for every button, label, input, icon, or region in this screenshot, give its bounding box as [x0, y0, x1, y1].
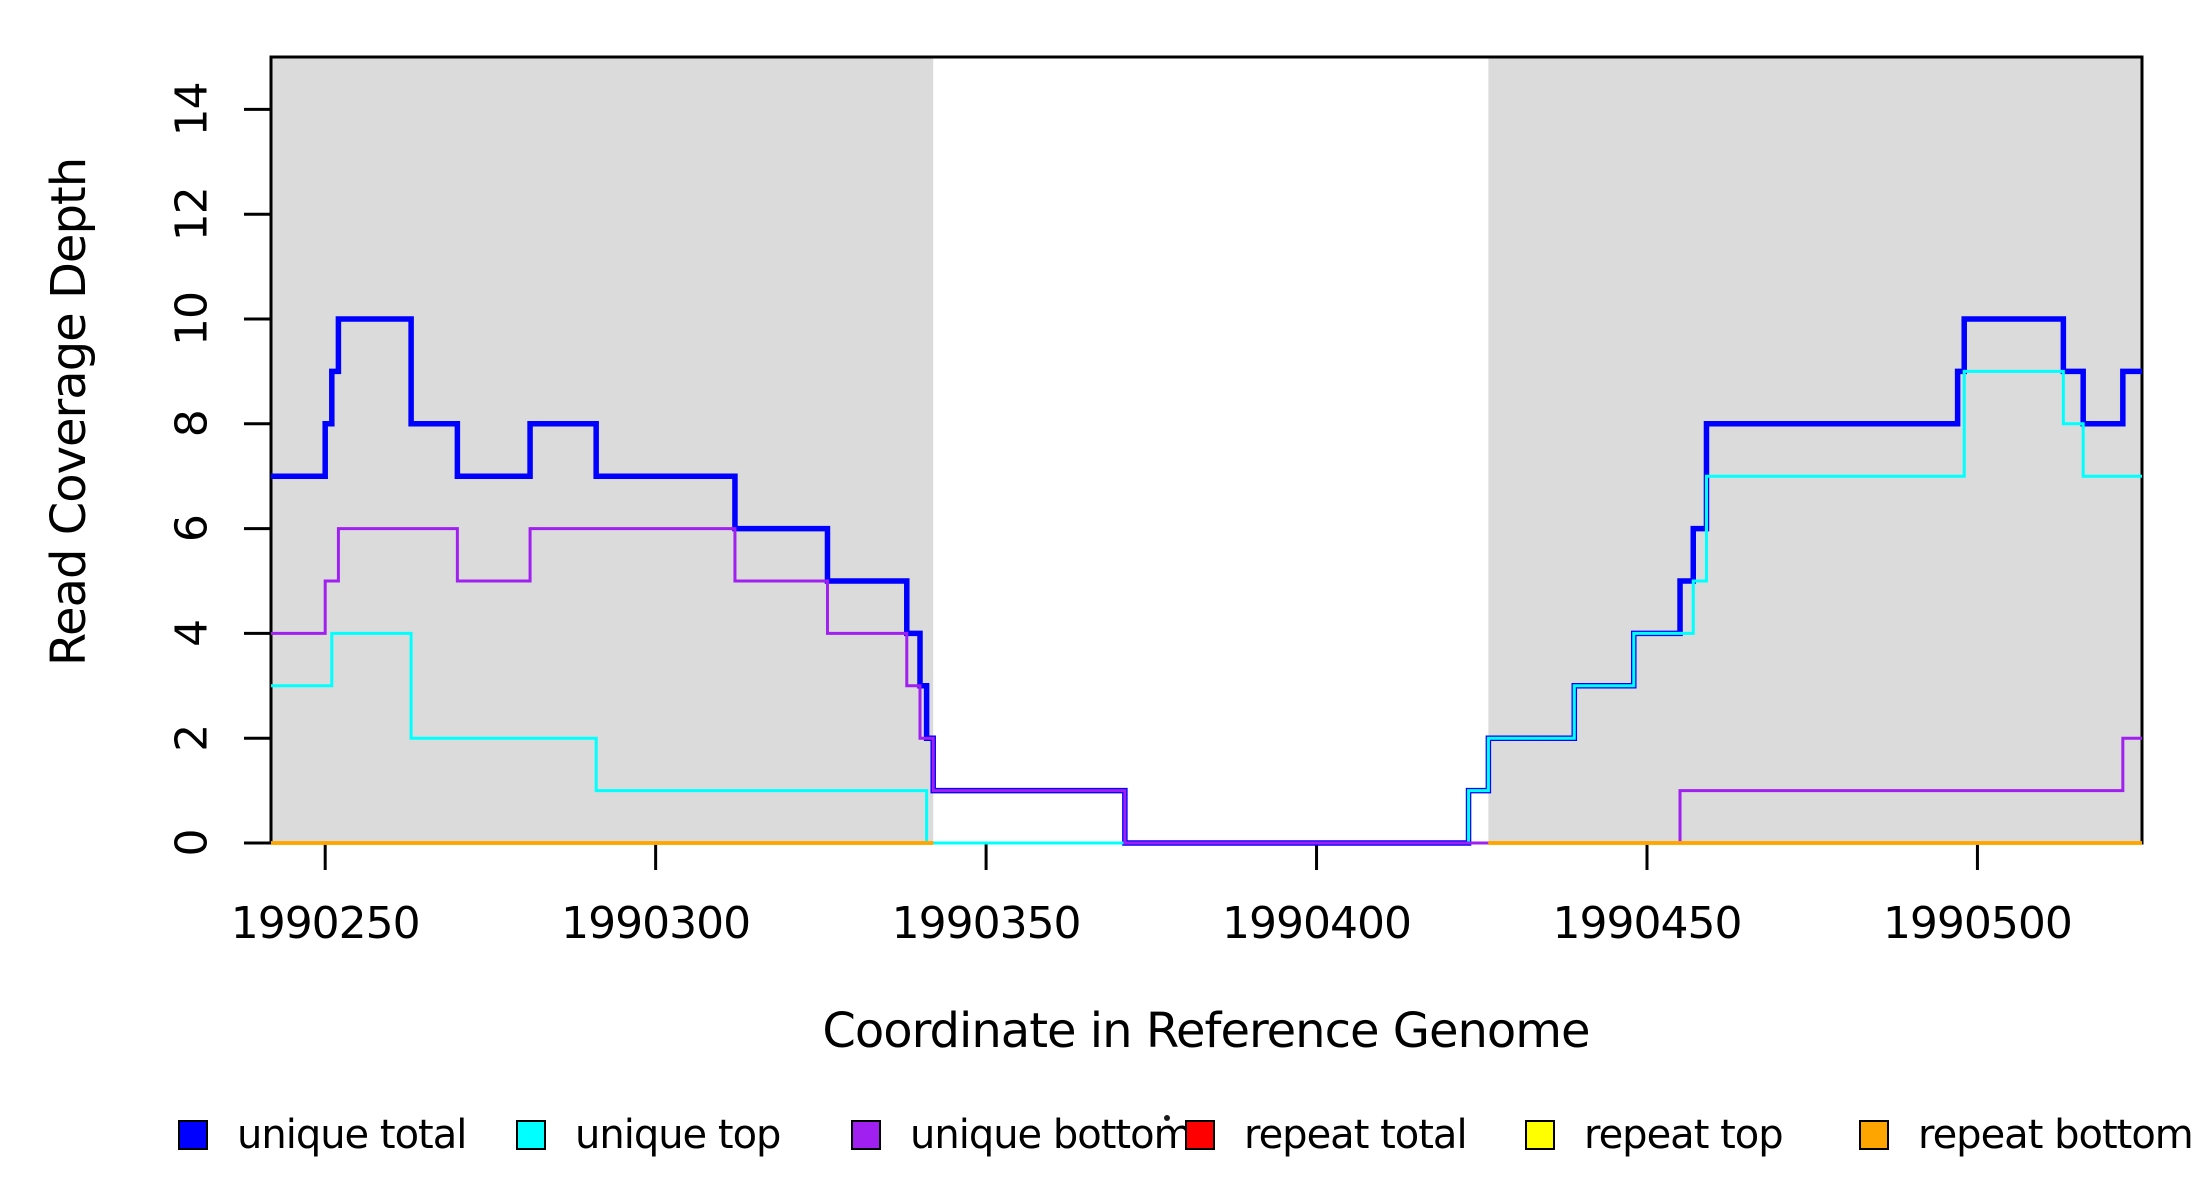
- axis-layer: 1990250 1990300 1990350 1990400 1990450 19905…: [167, 82, 2073, 949]
- legend-swatch-unique-bottom: [851, 1120, 881, 1150]
- legend-item-unique-total: unique total: [178, 1112, 467, 1158]
- legend-item-repeat-bottom: repeat bottom: [1859, 1112, 2194, 1158]
- y-tick-label: 2: [167, 725, 218, 752]
- repeat-region-left: [271, 57, 934, 843]
- y-tick-label: 0: [167, 830, 218, 857]
- legend-swatch-repeat-top: [1525, 1120, 1555, 1150]
- y-tick-label: 6: [167, 515, 218, 542]
- x-axis-title: Coordinate in Reference Genome: [822, 1003, 1589, 1059]
- legend-item-repeat-top: repeat top: [1525, 1112, 1784, 1158]
- legend-item-unique-top: unique top: [516, 1112, 781, 1158]
- shaded-regions-layer: [271, 57, 2142, 843]
- x-tick-label: 1990450: [1553, 898, 1742, 949]
- series-unique-top: [271, 369, 2142, 845]
- series-layer: [271, 316, 2142, 846]
- x-tick-label: 1990250: [231, 898, 420, 949]
- legend-item-unique-bottom: unique bottom: [851, 1112, 1193, 1158]
- y-tick-label: 4: [167, 620, 218, 647]
- legend-label: unique total: [237, 1112, 466, 1158]
- x-tick-label: 1990300: [561, 898, 750, 949]
- legend: unique total unique top unique bottom repea…: [178, 1112, 2194, 1158]
- legend-swatch-unique-total: [178, 1120, 208, 1150]
- legend-swatch-unique-top: [516, 1120, 546, 1150]
- x-tick-label: 1990500: [1883, 898, 2072, 949]
- x-tick-label: 1990400: [1222, 898, 1411, 949]
- stray-dot: [1164, 1115, 1170, 1121]
- legend-swatch-repeat-total: [1185, 1120, 1215, 1150]
- y-tick-label: 10: [167, 292, 218, 346]
- legend-label: unique bottom: [910, 1112, 1192, 1158]
- legend-label: repeat bottom: [1918, 1112, 2193, 1158]
- x-tick-label: 1990350: [892, 898, 1081, 949]
- y-axis-title: Read Coverage Depth: [41, 158, 97, 666]
- legend-swatch-repeat-bottom: [1859, 1120, 1889, 1150]
- y-tick-label: 12: [167, 187, 218, 241]
- legend-label: repeat top: [1584, 1112, 1783, 1158]
- repeat-region-right: [1488, 57, 2142, 843]
- legend-label: unique top: [575, 1112, 780, 1158]
- y-tick-label: 8: [167, 410, 218, 437]
- legend-label: repeat total: [1244, 1112, 1467, 1158]
- legend-item-repeat-total: repeat total: [1185, 1112, 1468, 1158]
- y-tick-label: 14: [167, 82, 218, 136]
